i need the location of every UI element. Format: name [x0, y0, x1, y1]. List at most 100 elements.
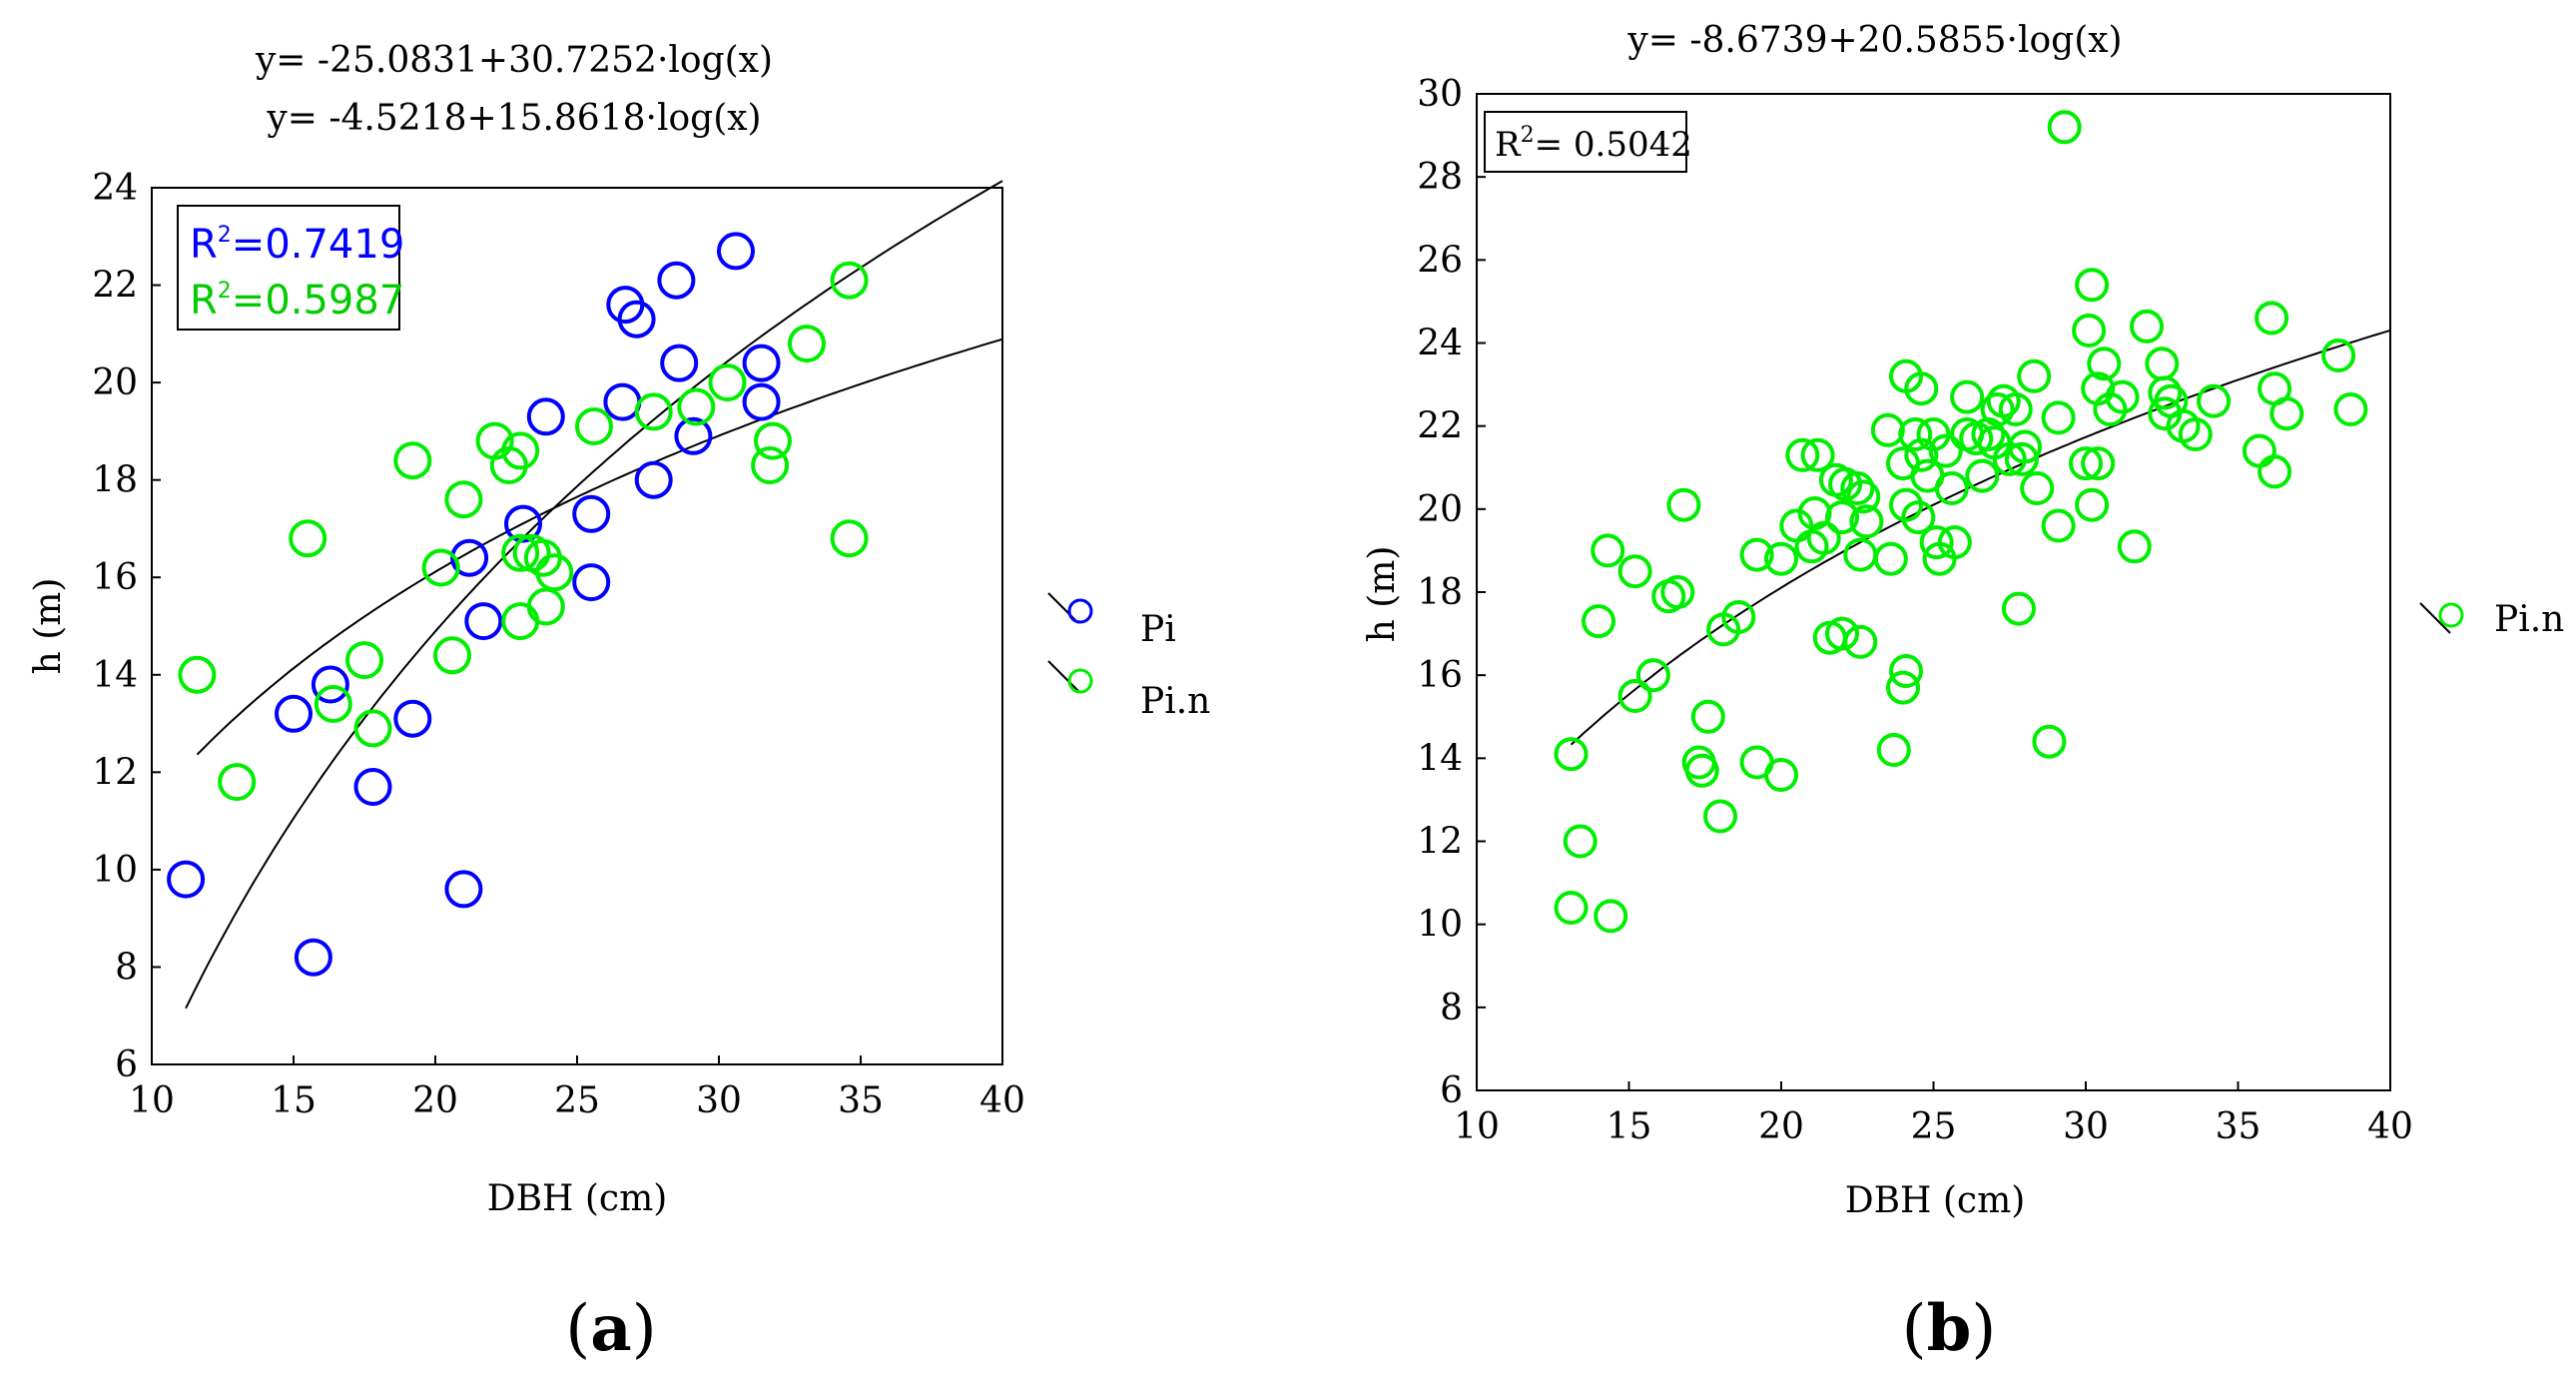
- data-point-pin: [575, 407, 613, 445]
- x-tick-label: 30: [696, 1080, 742, 1121]
- data-point-pin: [501, 602, 540, 641]
- data-point-pi: [572, 494, 611, 533]
- panel-letter-a: a: [590, 1291, 631, 1366]
- data-point-pi: [393, 699, 432, 738]
- data-point-pin: [2197, 383, 2232, 418]
- data-point-pin: [2257, 454, 2292, 489]
- data-point-pin: [2069, 446, 2103, 481]
- y-tick-label: 26: [1417, 240, 1463, 281]
- data-point-pin: [708, 363, 747, 402]
- x-tick-label: 30: [2063, 1106, 2109, 1147]
- data-point-pin: [2020, 471, 2055, 505]
- data-point-pin: [1937, 525, 1972, 560]
- r2-value-pin: =0.5987: [232, 278, 404, 324]
- fit-equation-pi: y= -25.0831+30.7252·log(x): [255, 40, 773, 81]
- legend-label-pin-b: Pi.n: [2494, 599, 2564, 640]
- data-points-b: [1554, 110, 2368, 934]
- y-tick-label: 10: [1417, 905, 1463, 946]
- x-axis-label-b: DBH (cm): [1845, 1180, 2026, 1221]
- data-point-pin: [2008, 429, 2042, 464]
- data-point-pin: [421, 548, 460, 587]
- data-point-pin: [218, 763, 257, 802]
- data-point-pin: [2254, 301, 2289, 336]
- r2-superscript: 2: [1521, 123, 1535, 148]
- data-point-pin: [1901, 500, 1936, 535]
- data-point-pin: [1617, 554, 1652, 589]
- data-point-pin: [1617, 679, 1652, 713]
- data-point-pin: [1886, 670, 1920, 705]
- y-tick-label: 8: [1440, 988, 1463, 1029]
- x-axis-label-a: DBH (cm): [487, 1178, 668, 1219]
- data-point-pin: [353, 709, 392, 748]
- y-tick-label: 24: [92, 168, 138, 209]
- data-point-pi: [275, 694, 313, 733]
- data-point-pin: [2105, 379, 2140, 414]
- data-point-pin: [830, 519, 869, 558]
- panel-label-b: (b): [1902, 1291, 1997, 1366]
- data-point-pin: [2017, 358, 2052, 393]
- y-tick-label: 24: [1417, 324, 1463, 364]
- y-axis-ticks-a: 6 8 10 12 14 16 18 20 22 24: [92, 168, 161, 1085]
- data-point-pi: [572, 563, 611, 602]
- x-tick-label: 15: [1607, 1106, 1652, 1147]
- data-point-pin: [1690, 699, 1725, 734]
- data-point-pi: [464, 602, 503, 641]
- legend-line-pin: [1047, 660, 1079, 692]
- y-axis-ticks-b: 6 8 10 12 14 16 18 20 22 24 26 28 30: [1417, 74, 1486, 1111]
- data-point-pin: [1703, 799, 1737, 834]
- y-tick-label: 22: [1417, 406, 1463, 447]
- data-point-pin: [2081, 446, 2116, 481]
- data-point-pin: [1666, 487, 1701, 522]
- data-point-pin: [1950, 379, 1985, 414]
- y-tick-label: 16: [1417, 655, 1463, 696]
- data-point-pin: [1563, 824, 1598, 859]
- data-point-pin: [2047, 110, 2082, 145]
- data-point-pin: [444, 480, 483, 519]
- data-point-pi: [603, 382, 642, 421]
- data-point-pin: [754, 421, 792, 460]
- data-point-pin: [1998, 392, 2033, 426]
- legend-a: Pi Pi.n: [1047, 592, 1210, 722]
- y-tick-label: 18: [92, 460, 138, 501]
- data-points-a: [167, 232, 869, 977]
- data-point-pin: [433, 636, 471, 675]
- data-point-pin: [1806, 520, 1841, 555]
- data-point-pin: [2333, 392, 2368, 426]
- legend-label-pin: Pi.n: [1140, 681, 1210, 722]
- data-point-pin: [1554, 737, 1589, 772]
- data-point-pin: [1898, 417, 1933, 451]
- data-point-pin: [1739, 537, 1774, 572]
- data-point-pin: [2032, 724, 2067, 759]
- data-point-pin: [1965, 458, 2000, 493]
- data-point-pin: [2145, 346, 2180, 381]
- data-point-pin: [2075, 487, 2110, 522]
- data-point-pi: [444, 870, 483, 909]
- data-point-pin: [1591, 533, 1625, 568]
- legend-line-pin-b: [2419, 602, 2451, 634]
- y-axis-label-a: h (m): [28, 578, 69, 675]
- data-point-pin: [2321, 339, 2356, 372]
- y-tick-label: 16: [92, 557, 138, 598]
- data-point-pi: [660, 344, 699, 382]
- data-point-pin: [1764, 541, 1798, 576]
- data-point-pin: [1764, 758, 1798, 792]
- fit-curve-pin: [196, 338, 1003, 756]
- x-tick-label: 40: [2367, 1106, 2413, 1147]
- data-point-pi: [167, 860, 206, 899]
- data-point-pin: [2041, 508, 2076, 543]
- legend-b: Pi.n: [2419, 599, 2564, 640]
- r2-superscript: 2: [218, 279, 232, 304]
- y-tick-label: 14: [1417, 738, 1463, 779]
- r2-label-b: R2= 0.5042: [1495, 123, 1692, 165]
- data-point-pin: [1849, 504, 1884, 539]
- data-point-pi: [294, 938, 332, 977]
- data-point-pin: [1928, 433, 1963, 468]
- data-point-pin: [1870, 412, 1905, 447]
- plot-frame-b: [1476, 93, 2391, 1091]
- panel-label-a: (a): [565, 1291, 656, 1366]
- plot-area-b: 6 8 10 12 14 16 18 20 22 24 26 28 30 10 15 20 25 30 35 40: [1417, 74, 2413, 1147]
- fit-equation-pin-b: y= -8.6739+20.5855·log(x): [1626, 20, 2122, 61]
- data-point-pin: [830, 261, 869, 300]
- x-tick-label: 15: [271, 1080, 317, 1121]
- y-axis-label-b: h (m): [1362, 546, 1403, 643]
